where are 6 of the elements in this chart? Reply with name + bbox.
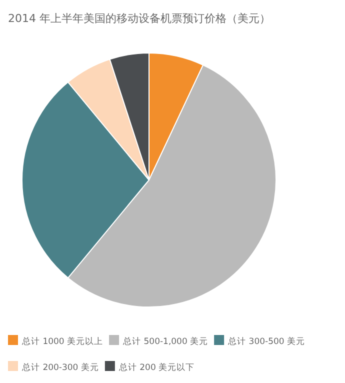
legend-label: 总计 500-1,000 美元 [122, 336, 208, 347]
legend-label: 总计 300-500 美元 [227, 336, 305, 347]
chart-title: 2014 年上半年美国的移动设备机票预订价格（美元） [8, 12, 270, 25]
legend-label: 总计 200-300 美元 [21, 362, 99, 373]
legend-label: 总计 1000 美元以上 [21, 336, 104, 347]
legend-label: 总计 200 美元以下 [118, 362, 195, 373]
